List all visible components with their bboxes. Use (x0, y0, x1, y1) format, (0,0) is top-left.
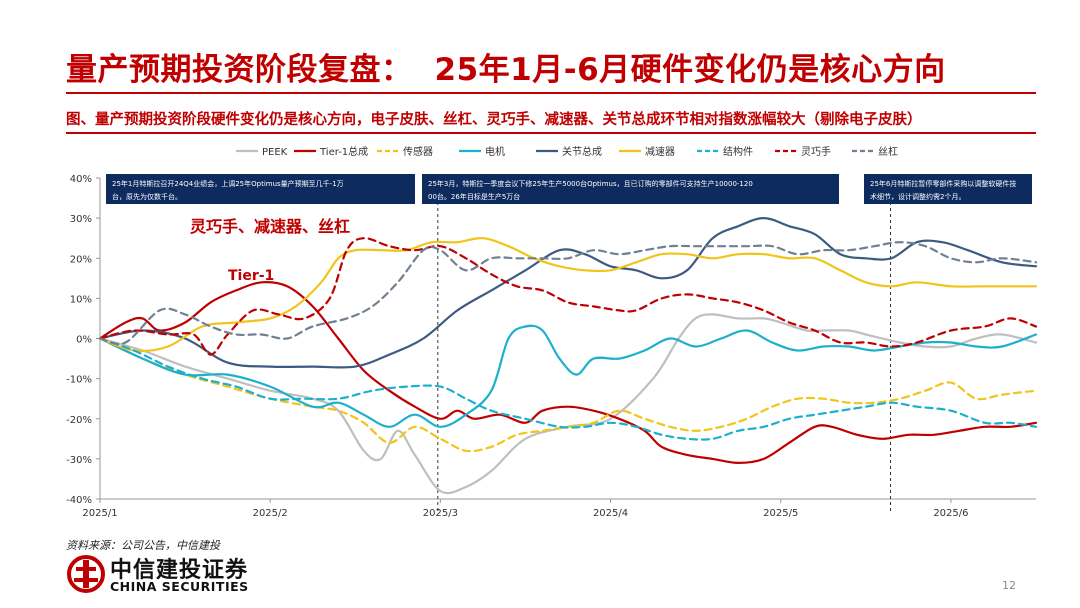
x-tick-label: 2025/6 (933, 508, 968, 519)
page-number: 12 (1002, 579, 1016, 592)
x-tick-label: 2025/3 (423, 508, 458, 519)
legend-label: 电机 (485, 145, 505, 158)
caption-divider (66, 132, 1036, 134)
annotation-box (864, 174, 1032, 204)
annotation-text: 25年1月特斯拉召开24Q4业绩会，上调25年Optimus量产预期至几千-1万 (112, 179, 344, 188)
y-tick-label: -40% (66, 495, 92, 506)
legend-label: 灵巧手 (801, 145, 831, 158)
annotation-box (106, 174, 415, 204)
legend-label: 结构件 (723, 145, 753, 158)
x-tick-label: 2025/1 (82, 508, 117, 519)
chart-axes: 40% 30% 20% 10% 0% -10% -20% -30% -40% 2025/1 2025… (66, 174, 1036, 519)
series-line-关节总成 (98, 217, 1038, 369)
callout-dexterous-hand: 灵巧手、减速器、丝杠 (190, 217, 350, 236)
series-lines (98, 217, 1038, 495)
company-logo: 中信建投证券 CHINA SECURITIES (66, 552, 256, 598)
chart-legend: PEEK Tier-1总成 传感器 电机 关节总成 减速器 结构件 灵巧手 丝杠 (236, 145, 898, 158)
y-tick-label: 0% (76, 335, 92, 346)
y-tick-label: 10% (70, 294, 92, 305)
annotation-box (422, 174, 839, 204)
annotation-text: 台，原先为仅数千台。 (112, 192, 182, 201)
legend-label: 关节总成 (562, 145, 602, 158)
chart-callouts: 灵巧手、减速器、丝杠 Tier-1 (190, 217, 350, 284)
title-part1: 量产预期投资阶段复盘： (66, 52, 413, 88)
y-tick-label: -10% (66, 375, 92, 386)
y-tick-label: -20% (66, 415, 92, 426)
figure-caption: 图、量产预期投资阶段硬件变化仍是核心方向，电子皮肤、丝杠、灵巧手、减速器、关节总… (66, 112, 922, 128)
logo-chinese-name: 中信建投证券 (110, 558, 249, 583)
annotation-text: 25年6月特斯拉暂停零部件采购以调整软硬件技 (870, 179, 1016, 188)
series-line-传感器 (98, 337, 1038, 453)
logo-english-name: CHINA SECURITIES (110, 579, 249, 594)
annotation-boxes: 25年1月特斯拉召开24Q4业绩会，上调25年Optimus量产预期至几千-1万… (106, 174, 1032, 204)
y-tick-label: 20% (70, 254, 92, 265)
event-markers (437, 178, 891, 511)
y-tick-label: 40% (70, 174, 92, 185)
x-tick-label: 2025/4 (593, 508, 628, 519)
y-tick-label: 30% (70, 214, 92, 225)
series-line-电机 (98, 324, 1038, 428)
legend-label: PEEK (262, 147, 288, 158)
series-line-结构件 (98, 337, 1038, 441)
annotation-text: 术细节，设计调整约需2个月。 (870, 192, 965, 201)
legend-label: 丝杠 (878, 145, 898, 158)
page-title: 量产预期投资阶段复盘： 25年1月-6月硬件变化仍是核心方向 (66, 44, 946, 89)
series-line-减速器 (98, 237, 1038, 353)
annotation-text: 00台。26年目标是生产5万台 (428, 192, 520, 201)
series-line-PEEK (98, 313, 1038, 495)
callout-tier1: Tier-1 (228, 268, 274, 284)
legend-label: 传感器 (403, 145, 433, 158)
x-tick-label: 2025/2 (253, 508, 288, 519)
series-line-Tier-1总成 (98, 281, 1038, 464)
legend-label: 减速器 (645, 146, 675, 158)
legend-label: Tier-1总成 (319, 145, 368, 158)
y-tick-label: -30% (66, 455, 92, 466)
source-note: 资料来源：公司公告，中信建投 (66, 539, 220, 552)
citic-logo-icon (67, 555, 105, 593)
series-line-丝杠 (98, 241, 1038, 346)
annotation-text: 25年3月，特斯拉一季度会议下修25年生产5000台Optimus，且已订购的零… (428, 179, 753, 188)
title-part2: 25年1月-6月硬件变化仍是核心方向 (434, 52, 946, 88)
title-divider (66, 92, 1036, 94)
series-line-灵巧手 (98, 237, 1038, 356)
x-tick-label: 2025/5 (763, 508, 798, 519)
